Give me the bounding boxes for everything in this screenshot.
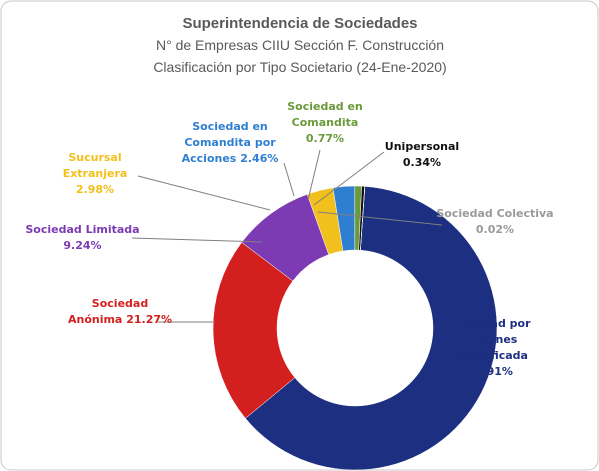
value-label: 2.98% [75,183,115,196]
data-label: Unipersonal 0.34% [372,139,472,171]
donut-slice [360,186,366,251]
leader-line [313,151,385,206]
category-label: Sucursal Extranjera [62,151,128,180]
data-label: Sociedad Colectiva 0.02% [430,206,560,238]
value-label: 62.91% [467,365,513,378]
data-label: Sociedad en Comandita 0.77% [275,99,375,147]
leader-line [307,149,321,201]
category-label: Sociedad Limitada [25,223,140,236]
data-label: Sociedad Limitada 9.24% [20,222,145,254]
data-label: Sociedad Anónima 21.27% [65,296,175,328]
leader-line [131,237,263,243]
donut-slice [212,242,296,419]
category-label: Sociedad en Comandita [287,100,363,129]
category-label: Unipersonal [384,140,460,153]
value-label: 9.24% [63,239,102,252]
value-label: 21.27% [126,313,173,326]
leader-line [317,211,443,226]
category-label: Sociedad por Acciones Simplificada [449,317,531,362]
chart-subtitle: N° de Empresas CIIU Sección F. Construcc… [156,37,444,53]
chart-subtitle: Clasificación por Tipo Societario (24-En… [153,59,446,75]
category-label: Sociedad Anónima [67,297,149,326]
value-label: 0.77% [305,132,345,145]
value-label: 2.46% [240,152,279,165]
category-label: Sociedad en Comandita por Acciones [181,120,276,165]
value-label: 0.02% [475,223,515,236]
leader-line [137,175,271,211]
data-label: Sociedad por Acciones Simplificada 62.91… [430,316,550,380]
data-label: Sociedad en Comandita por Acciones 2.46% [170,119,290,167]
value-label: 0.34% [402,156,442,169]
category-label: Sociedad Colectiva [436,207,554,220]
data-label: Sucursal Extranjera 2.98% [50,150,140,198]
leader-line [283,162,295,197]
chart-title: Superintendencia de Sociedades [182,15,417,32]
donut-slice [245,186,498,471]
